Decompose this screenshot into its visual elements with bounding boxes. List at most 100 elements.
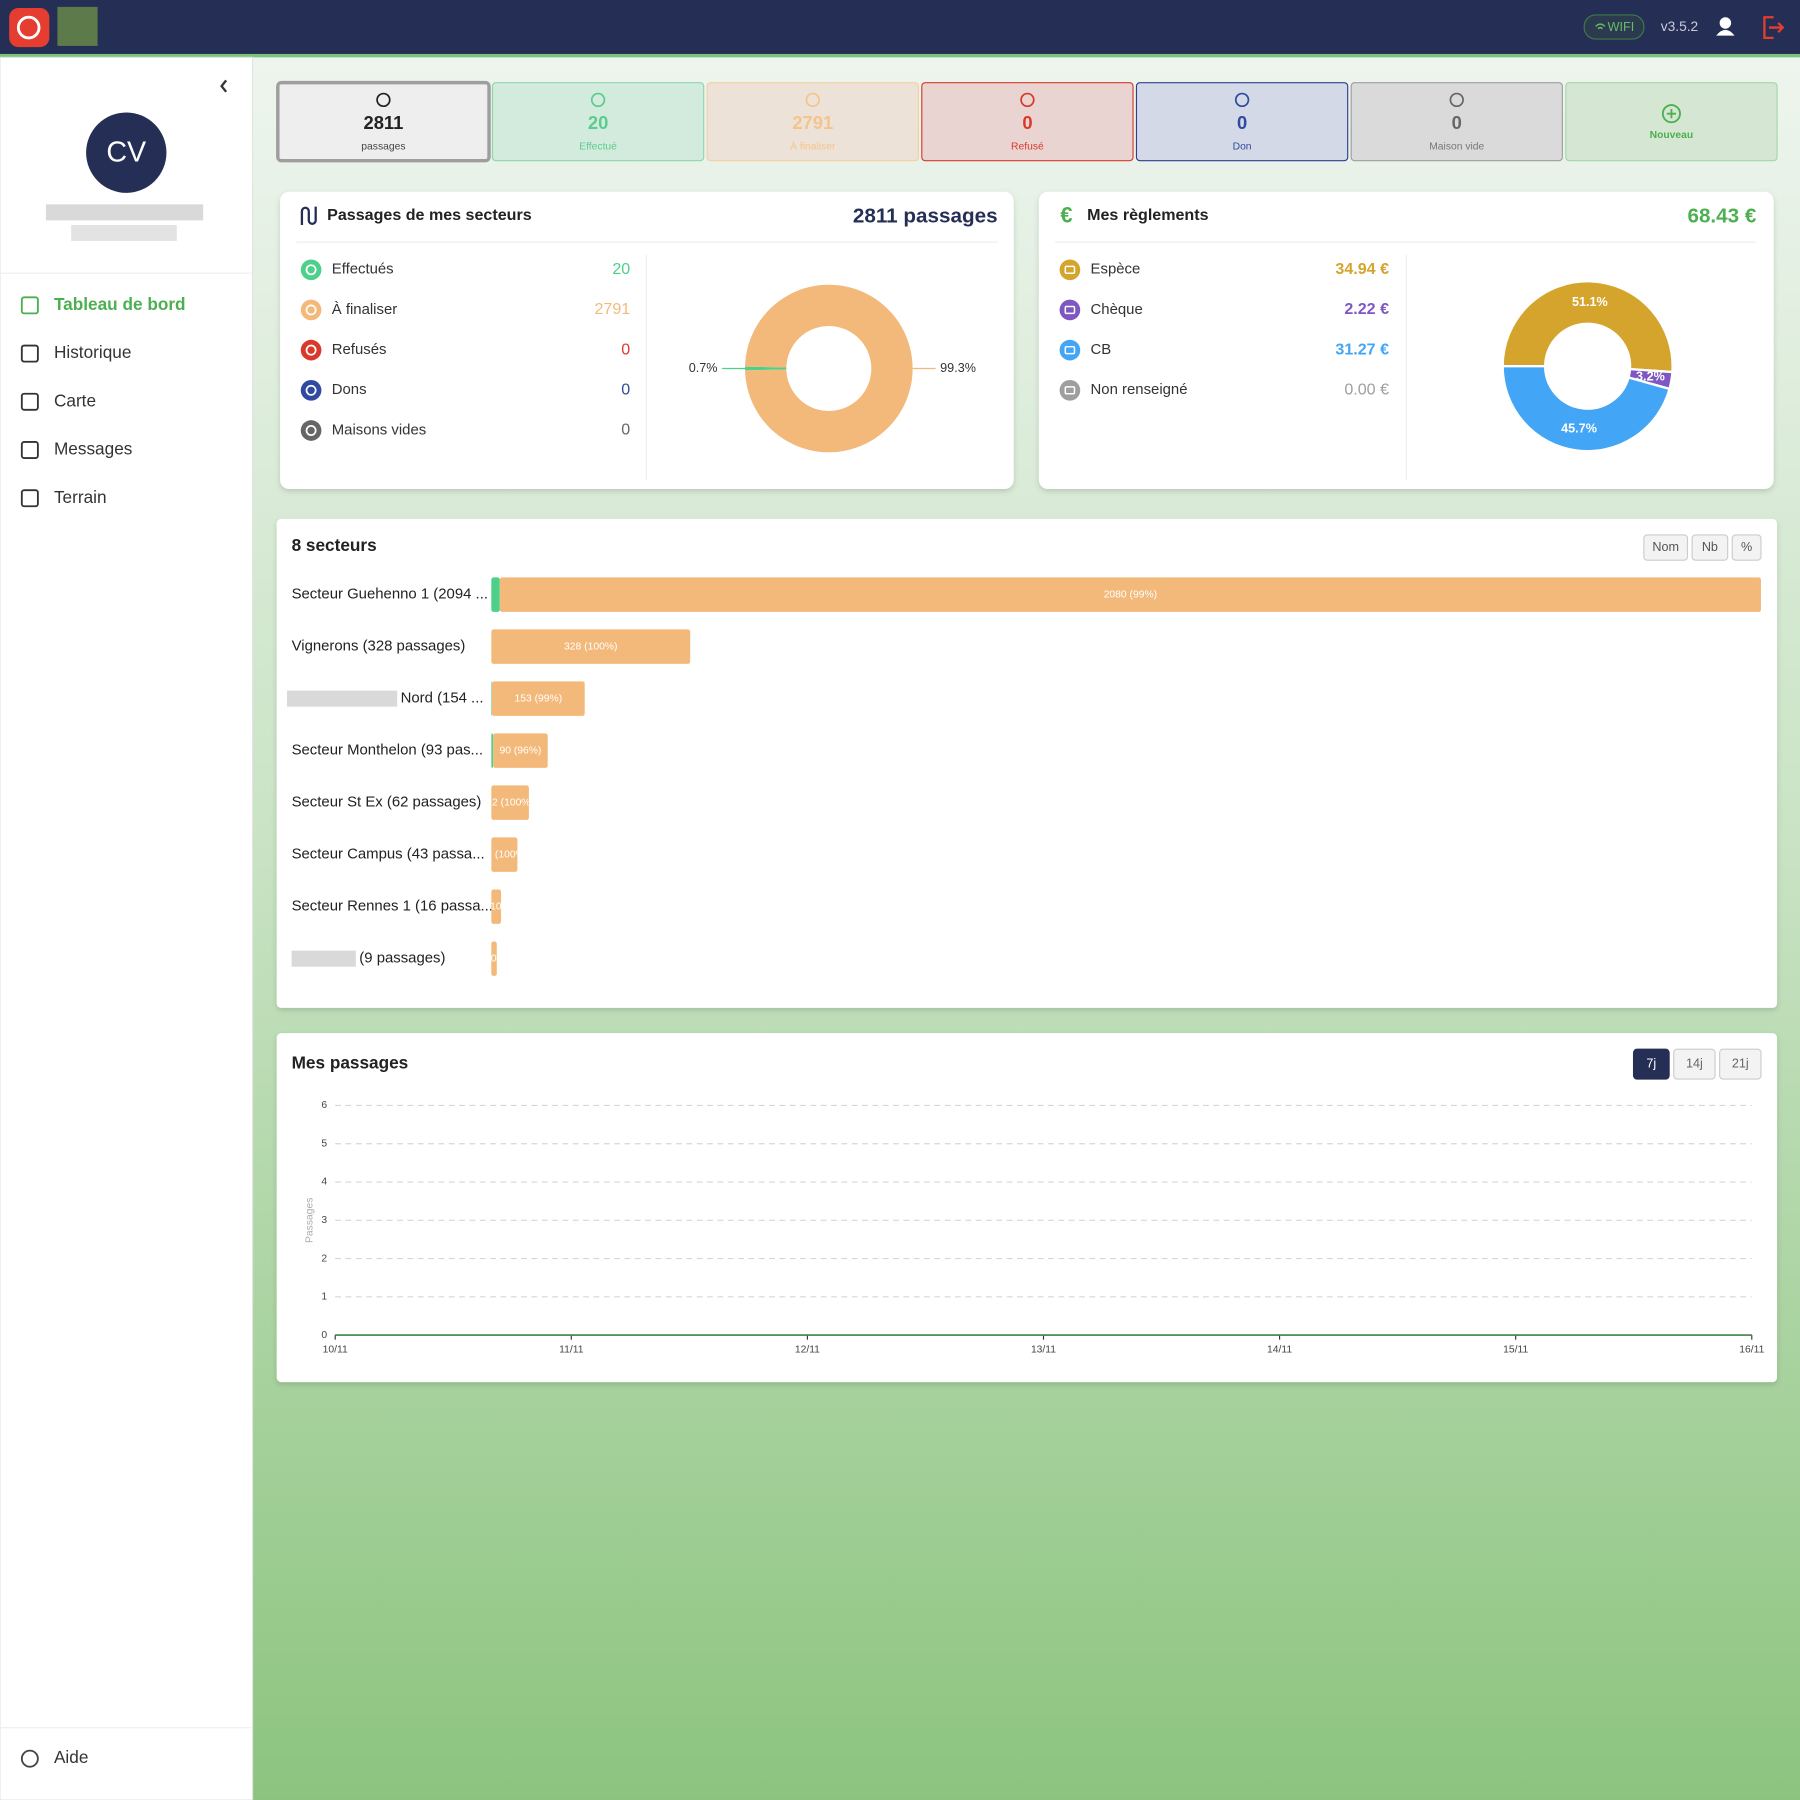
stat-tile[interactable] <box>276 80 491 163</box>
stat-tile[interactable] <box>1135 82 1349 162</box>
stat-tile-value: 2811 <box>363 112 403 133</box>
nav-item[interactable]: Tableau de bord <box>54 294 186 314</box>
status-icon <box>300 379 322 401</box>
range-button[interactable] <box>1632 1048 1670 1080</box>
stat-tile-value: 0 <box>1452 112 1462 133</box>
payment-icon <box>1059 339 1081 361</box>
sector-label: Secteur Guehenno 1 (2094 ... <box>292 586 488 603</box>
bar-segment[interactable] <box>491 733 494 768</box>
bar-segment[interactable] <box>499 577 1761 612</box>
y-axis-title: Passages <box>305 1198 316 1243</box>
donut-slice <box>745 366 787 371</box>
bar-value-label: 62 (100%) <box>486 797 534 808</box>
wifi-label: WIFI <box>1608 20 1635 34</box>
y-tick-label: 3 <box>321 1215 327 1226</box>
bar-segment[interactable] <box>491 941 497 976</box>
nav-item[interactable]: Messages <box>54 439 132 459</box>
nav-item[interactable]: Historique <box>54 342 131 362</box>
bar-segment[interactable] <box>491 889 502 924</box>
bar-segment[interactable] <box>491 837 518 872</box>
stat-tile-icon <box>1661 104 1681 124</box>
x-tick-label: 10/11 <box>323 1345 348 1356</box>
payment-label: Espèce <box>1091 261 1141 278</box>
sort-button-label[interactable]: % <box>1741 540 1752 554</box>
entity-thumbnail <box>57 6 98 46</box>
nav-icon[interactable] <box>20 296 39 315</box>
sort-button[interactable] <box>1643 534 1689 561</box>
donut-label: 0.7% <box>689 361 718 375</box>
stat-tile-icon <box>1449 92 1464 108</box>
sort-button-label[interactable]: Nom <box>1652 540 1679 554</box>
status-icon-mark <box>305 425 317 436</box>
nav-help[interactable]: Aide <box>54 1747 88 1767</box>
app-logo-mark <box>16 15 41 40</box>
y-tick-label: 4 <box>321 1177 327 1188</box>
payment-icon-mark <box>1064 305 1076 315</box>
wifi-badge <box>1583 14 1645 40</box>
sector-label: (9 passages) <box>359 950 445 967</box>
user-icon-body[interactable] <box>1716 29 1735 36</box>
status-value: 0 <box>621 381 630 399</box>
bar-segment[interactable] <box>491 629 691 664</box>
range-button-label[interactable]: 14j <box>1686 1056 1703 1070</box>
bar-segment[interactable] <box>491 681 492 716</box>
blurred-user-name <box>45 204 204 221</box>
nav-icon[interactable] <box>20 489 39 508</box>
bar-value-label: 153 (99%) <box>514 693 562 704</box>
header-accent <box>0 53 1800 58</box>
nav-icon[interactable] <box>20 441 39 459</box>
collapse-button[interactable] <box>220 79 228 93</box>
stat-tile-icon <box>590 92 606 108</box>
status-label: À finaliser <box>332 301 397 318</box>
range-button[interactable] <box>1719 1048 1762 1080</box>
nav-icon[interactable] <box>20 392 39 411</box>
bar-value-label: 43 (100%) <box>481 849 529 860</box>
stat-tile-value: 2791 <box>792 112 833 133</box>
card-title: 8 secteurs <box>292 535 377 555</box>
stat-tile[interactable] <box>1350 82 1563 162</box>
bar-value-label: 2080 (99%) <box>1104 589 1157 600</box>
blurred-sector-name <box>286 690 398 707</box>
payment-amount: 34.94 € <box>1335 260 1389 278</box>
range-button[interactable] <box>1673 1048 1716 1080</box>
sector-label: Secteur Monthelon (93 pas... <box>292 742 483 759</box>
bar-value-label: 16 (100%) <box>472 901 520 912</box>
bar-segment[interactable] <box>491 785 529 820</box>
nav-icon[interactable] <box>20 344 39 363</box>
sector-label: Vignerons (328 passages) <box>292 638 466 655</box>
stat-tile-icon <box>376 92 391 108</box>
sort-button[interactable] <box>1731 534 1762 561</box>
logout-icon[interactable] <box>1763 16 1785 40</box>
card-total: 2811 passages <box>853 204 998 227</box>
status-value: 0 <box>621 421 630 439</box>
help-icon[interactable] <box>20 1749 39 1768</box>
x-tick-label: 13/11 <box>1031 1345 1056 1356</box>
payment-label: Non renseigné <box>1091 381 1188 398</box>
status-icon <box>300 299 322 321</box>
nav-item[interactable]: Terrain <box>54 487 107 507</box>
avatar <box>86 112 167 193</box>
app-logo[interactable] <box>9 8 50 48</box>
bar-segment[interactable] <box>493 733 548 768</box>
sort-button[interactable] <box>1691 534 1729 561</box>
status-icon <box>300 420 322 441</box>
donut-label: 3.2% <box>1636 369 1665 383</box>
nav-item[interactable]: Carte <box>54 390 96 410</box>
range-button-label[interactable]: 7j <box>1646 1056 1656 1070</box>
y-tick-label: 1 <box>321 1292 327 1303</box>
stat-tile[interactable] <box>921 82 1134 162</box>
bar-segment[interactable] <box>491 681 585 716</box>
stat-tile[interactable] <box>706 82 919 162</box>
range-button-label[interactable]: 21j <box>1732 1056 1749 1070</box>
sort-button-label[interactable]: Nb <box>1702 540 1718 554</box>
stat-tile-value: 20 <box>588 112 608 133</box>
payment-icon-mark <box>1064 265 1076 274</box>
euro-icon: € <box>1060 203 1072 228</box>
sector-label: Secteur St Ex (62 passages) <box>292 794 482 811</box>
bar-segment[interactable] <box>491 577 500 612</box>
user-icon-head[interactable] <box>1719 17 1732 29</box>
stat-tile[interactable] <box>491 82 705 162</box>
x-tick-label: 16/11 <box>1739 1345 1764 1356</box>
